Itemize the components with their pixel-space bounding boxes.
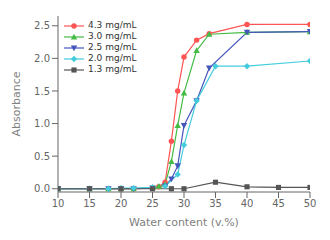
svg-text:2.0: 2.0 xyxy=(34,53,50,64)
svg-text:30: 30 xyxy=(178,198,191,209)
svg-text:35: 35 xyxy=(209,198,222,209)
svg-text:0.0: 0.0 xyxy=(34,183,50,194)
svg-text:Water content (v.%): Water content (v.%) xyxy=(129,216,239,229)
svg-text:10: 10 xyxy=(52,198,65,209)
svg-text:50: 50 xyxy=(304,198,317,209)
svg-text:40: 40 xyxy=(241,198,254,209)
svg-text:25: 25 xyxy=(146,198,159,209)
svg-text:15: 15 xyxy=(83,198,96,209)
svg-text:1.0: 1.0 xyxy=(34,118,50,129)
svg-text:2.5: 2.5 xyxy=(34,20,50,31)
svg-text:1.5: 1.5 xyxy=(34,86,50,97)
html-text:2.0 mg/mL: 2.0 mg/mL xyxy=(88,53,137,63)
html-text:1.3 mg/mL: 1.3 mg/mL xyxy=(88,64,137,74)
svg-text:45: 45 xyxy=(272,198,285,209)
svg-text:Absorbance: Absorbance xyxy=(10,71,23,136)
html-text:3.0 mg/mL: 3.0 mg/mL xyxy=(88,31,137,41)
svg-text:20: 20 xyxy=(115,198,128,209)
html-text:4.3 mg/mL: 4.3 mg/mL xyxy=(88,20,137,30)
html-text:2.5 mg/mL: 2.5 mg/mL xyxy=(88,42,137,52)
svg-text:0.5: 0.5 xyxy=(34,151,50,162)
